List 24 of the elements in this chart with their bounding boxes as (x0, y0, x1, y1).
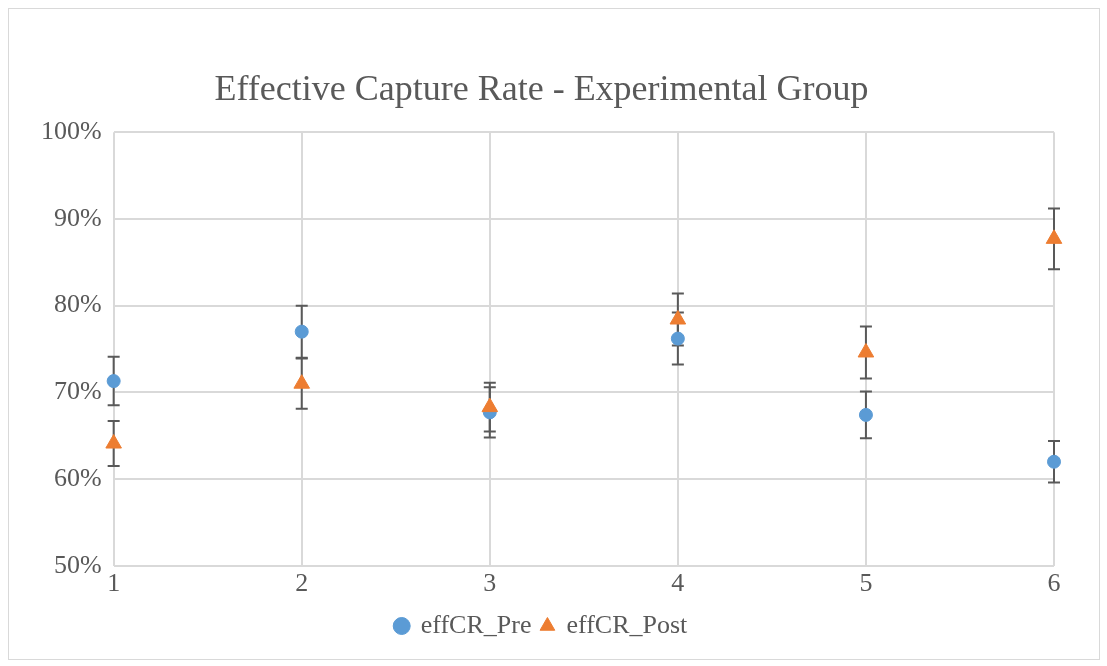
point (293, 374, 311, 389)
point (1045, 229, 1063, 244)
x-tick-label: 4 (671, 568, 685, 598)
y-tick-label: 70% (53, 376, 102, 406)
point (857, 342, 875, 358)
legend-label: effCR_Post (566, 609, 689, 639)
y-tick-label: 60% (53, 462, 102, 492)
x-tick-label: 2 (295, 568, 309, 598)
point (670, 331, 685, 346)
point (1047, 454, 1061, 469)
x-tick-label: 6 (1047, 568, 1061, 598)
point (481, 397, 499, 413)
chart-title: Effective Capture Rate - Experimental Group (214, 68, 869, 109)
y-tick-label: 50% (53, 549, 102, 579)
point (669, 310, 687, 325)
y-tick-label: 100% (40, 116, 102, 146)
y-tick-label: 80% (53, 289, 102, 319)
legend-label: effCR_Pre (420, 609, 532, 639)
point (294, 324, 309, 339)
y-tick-label: 90% (53, 202, 102, 232)
x-tick-label: 5 (859, 568, 873, 598)
point (858, 407, 873, 422)
x-tick-label: 3 (483, 568, 497, 598)
x-tick-label: 1 (107, 568, 121, 598)
